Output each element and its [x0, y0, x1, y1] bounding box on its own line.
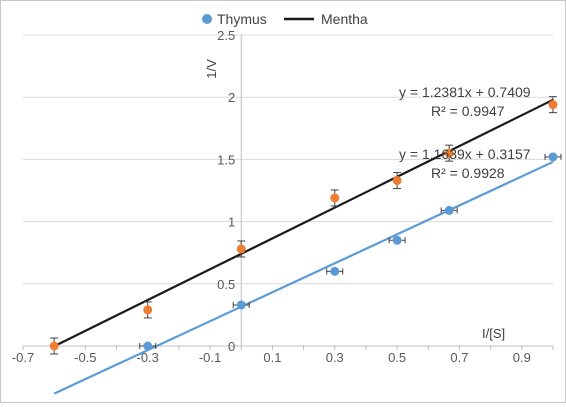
data-point-mentha [444, 148, 454, 158]
error-bars [50, 96, 562, 355]
data-point-mentha [236, 244, 246, 254]
data-point-thymus [143, 341, 153, 351]
x-tick-label: 0.7 [450, 350, 468, 365]
data-points [49, 100, 558, 351]
data-point-mentha [330, 193, 340, 203]
legend-label-thymus: Thymus [217, 11, 267, 27]
grid-lines [23, 34, 553, 285]
trendline-equation-thymus: y = 1.1639x + 0.3157 [399, 146, 531, 162]
x-tick-label: -0.1 [199, 350, 221, 365]
trendline-mentha [53, 98, 554, 348]
x-tick-label: 0.5 [388, 350, 406, 365]
legend: Thymus Mentha [202, 11, 368, 27]
data-point-mentha [143, 305, 153, 315]
y-tick-label: 1 [228, 215, 235, 230]
x-tick-label: 0.3 [326, 350, 344, 365]
trendline-r2-mentha: R² = 0.9947 [431, 103, 505, 119]
x-tick-label: 0.9 [513, 350, 531, 365]
x-tick-label: 0.1 [263, 350, 281, 365]
y-tick-label: 0 [228, 339, 235, 354]
x-tick-labels: -0.7 -0.5 -0.3 -0.1 0.1 0.3 0.5 0.7 0.9 [12, 350, 531, 365]
data-point-mentha [548, 100, 558, 110]
y-tick-label: 0.5 [217, 277, 235, 292]
legend-label-mentha: Mentha [321, 11, 368, 27]
y-tick-label: 2.5 [217, 28, 235, 43]
legend-marker-thymus [202, 14, 212, 24]
y-tick-labels: 0 0.5 1 1.5 2 2.5 [217, 28, 235, 354]
trendline-equation-mentha: y = 1.2381x + 0.7409 [399, 84, 531, 100]
trendlines [53, 98, 554, 395]
x-axis-label: I/[S] [482, 326, 505, 341]
data-point-thymus [330, 266, 340, 276]
data-point-mentha [392, 176, 402, 186]
x-tick-label: -0.5 [74, 350, 96, 365]
data-point-thymus [548, 152, 558, 162]
trendline-labels: y = 1.1639x + 0.3157 R² = 0.9928 y = 1.238… [399, 84, 531, 181]
y-axis-label: 1/V [204, 59, 219, 79]
x-tick-label: -0.3 [137, 350, 159, 365]
trendline-r2-thymus: R² = 0.9928 [431, 165, 505, 181]
y-tick-label: 2 [228, 90, 235, 105]
data-point-thymus [236, 300, 246, 310]
axes [22, 35, 554, 350]
data-point-mentha [49, 341, 59, 351]
y-tick-label: 1.5 [217, 152, 235, 167]
x-tick-label: -0.7 [12, 350, 34, 365]
data-point-thymus [392, 235, 402, 245]
data-point-thymus [444, 205, 454, 215]
trendline-thymus [53, 160, 554, 395]
